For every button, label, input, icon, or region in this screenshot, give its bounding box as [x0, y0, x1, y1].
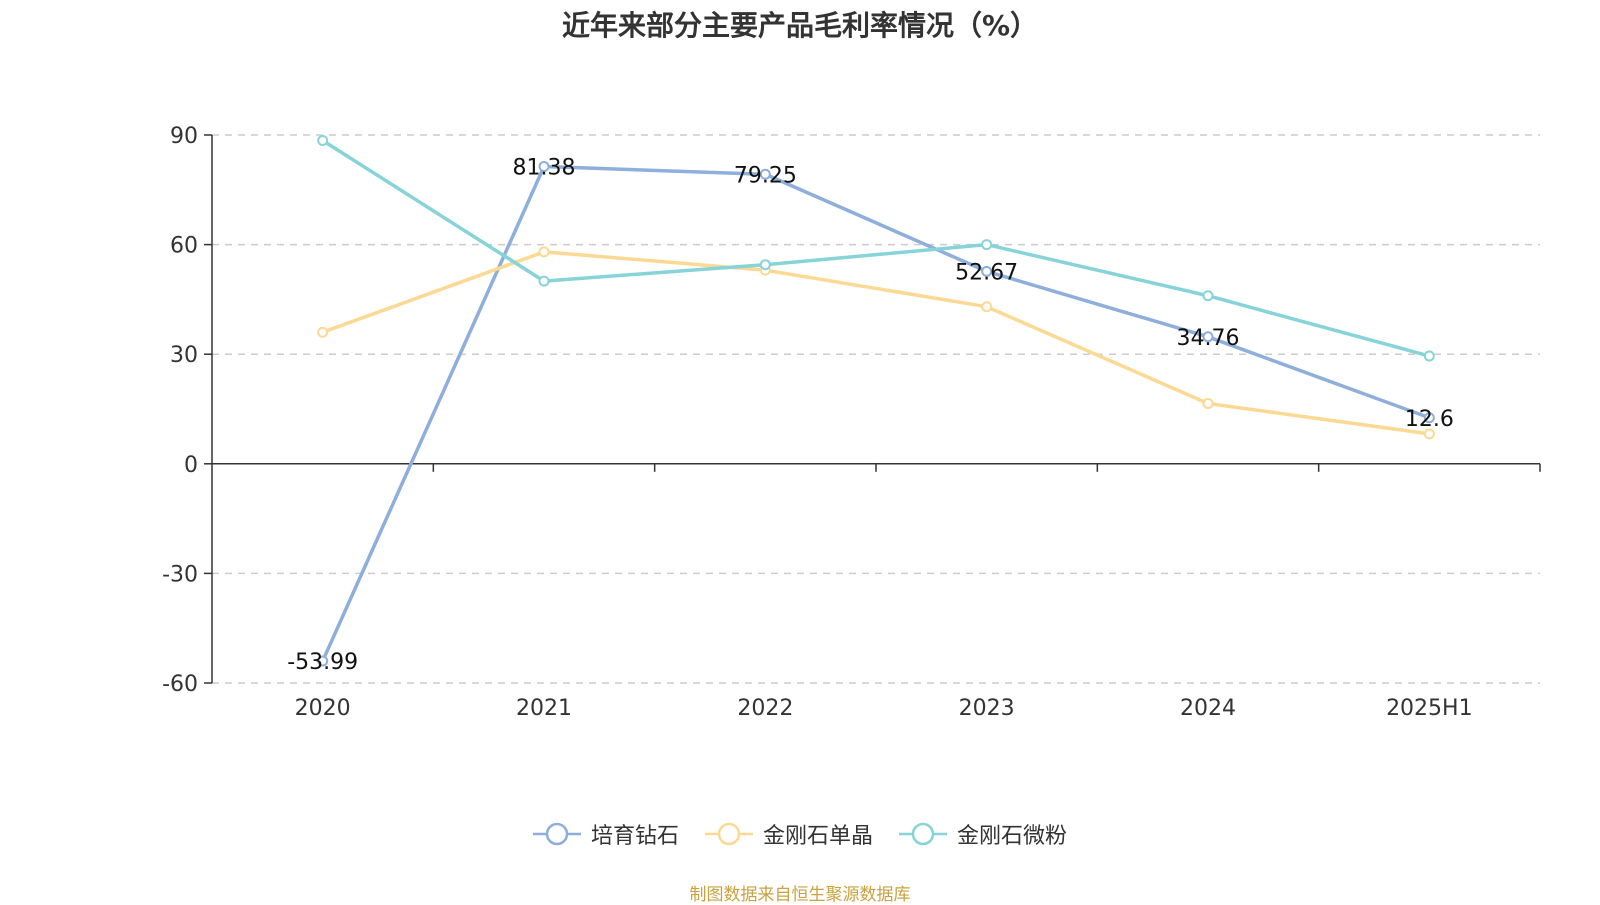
data-point — [538, 275, 550, 287]
source-note: 制图数据来自恒生聚源数据库 — [689, 885, 911, 905]
x-tick-label: 2020 — [295, 696, 351, 721]
series-line-1 — [321, 164, 1430, 662]
legend-label: 金刚石单晶 — [762, 824, 873, 849]
data-point — [1202, 398, 1214, 410]
data-point — [1202, 290, 1214, 302]
legend-marker-icon — [899, 822, 947, 846]
y-tick-label: -60 — [162, 672, 198, 697]
chart-title: 近年来部分主要产品毛利率情况（%） — [561, 9, 1039, 42]
x-tick-label: 2021 — [516, 696, 572, 721]
data-point — [1423, 428, 1435, 440]
legend-marker-icon — [704, 822, 753, 846]
data-label: -53.99 — [287, 650, 358, 675]
y-tick-label: 0 — [184, 453, 198, 478]
data-label: 79.25 — [734, 163, 797, 188]
data-point — [1423, 412, 1435, 424]
data-point — [317, 655, 329, 667]
data-point — [1202, 331, 1214, 343]
legend-label: 培育钻石 — [590, 824, 679, 849]
legend-item-1[interactable]: 培育钻石 — [532, 818, 679, 850]
legend-label: 金刚石微粉 — [957, 824, 1068, 849]
legend: 培育钻石 金刚石单晶 金刚石微粉 — [0, 818, 1600, 850]
data-point — [538, 160, 550, 172]
data-point — [759, 259, 771, 271]
x-tick-label: 2023 — [959, 696, 1015, 721]
data-point — [981, 265, 993, 277]
x-tick-label: 2024 — [1180, 696, 1236, 721]
data-point — [538, 246, 550, 258]
data-point — [317, 134, 329, 146]
data-label: 34.76 — [1177, 326, 1240, 351]
data-label: 12.6 — [1405, 407, 1454, 432]
data-point — [317, 326, 329, 338]
axes: 90 60 30 0 -30 -60 2020 2021 2022 2023 2024 2025H1 — [162, 124, 1541, 721]
data-label: 52.67 — [955, 260, 1018, 285]
legend-marker-icon — [532, 822, 581, 846]
y-tick-label: -30 — [162, 562, 198, 587]
series-line-3 — [321, 139, 1430, 358]
series-line-2 — [322, 250, 1430, 436]
legend-item-2[interactable]: 金刚石单晶 — [704, 818, 873, 850]
series-lines — [317, 134, 1435, 667]
y-tick-label: 30 — [170, 343, 198, 368]
x-tick-label: 2022 — [737, 696, 793, 721]
data-point — [1423, 350, 1435, 362]
data-point — [759, 168, 771, 180]
y-tick-label: 90 — [170, 124, 198, 149]
data-label: 81.38 — [513, 155, 576, 180]
x-tick-label: 2025H1 — [1386, 696, 1473, 721]
legend-item-3[interactable]: 金刚石微粉 — [899, 818, 1067, 850]
data-point — [981, 239, 993, 251]
grid-lines — [212, 134, 1540, 684]
data-point — [981, 301, 993, 313]
data-labels: -53.99 81.38 79.25 52.67 34.76 12.6 — [287, 155, 1454, 675]
y-tick-label: 60 — [170, 234, 198, 259]
